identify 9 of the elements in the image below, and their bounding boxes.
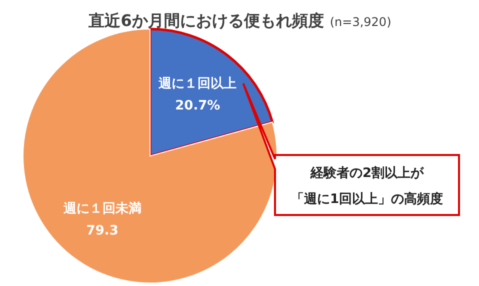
chart-title: 直近6か月間における便もれ頻度 <box>88 11 324 30</box>
text: 「週に1回以上」の高頻度 <box>290 191 444 207</box>
text: (n=3,920) <box>330 15 392 29</box>
text: 経験者の2割以上が <box>309 165 425 181</box>
data-label: 79.3 <box>86 224 118 239</box>
data-label: 20.7% <box>175 98 220 114</box>
slice-label: 週に１回以上 <box>158 76 237 92</box>
pie-slice <box>22 28 278 284</box>
slice-label: 週に１回未満 <box>62 202 142 217</box>
